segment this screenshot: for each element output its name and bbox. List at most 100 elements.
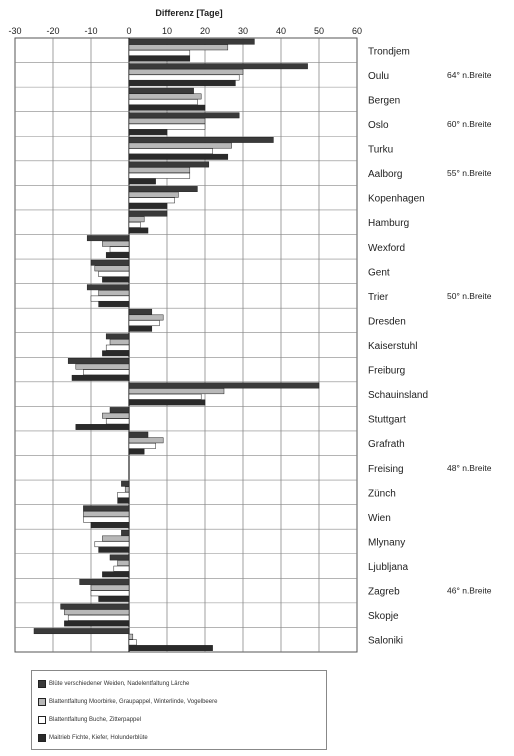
latitude-label: 48° n.Breite: [447, 463, 492, 473]
bar: [109, 407, 130, 413]
bar: [102, 276, 130, 283]
bar: [128, 55, 191, 62]
category-label: Zagreb: [368, 587, 400, 598]
bar: [79, 579, 130, 585]
bar: [98, 301, 130, 308]
bar: [33, 628, 130, 635]
latitude-label: 50° n.Breite: [447, 291, 492, 301]
category-label: Oulu: [368, 71, 389, 82]
bar: [128, 448, 145, 455]
category-label: Trondjem: [368, 46, 410, 57]
x-tick-label: 10: [162, 26, 172, 36]
bar: [128, 382, 320, 389]
legend: Blüte verschiedener Weiden, Nadelentfalt…: [31, 670, 327, 750]
grid: [14, 37, 358, 653]
bar: [67, 614, 130, 621]
category-label: Wexford: [368, 243, 405, 254]
bar: [128, 633, 134, 640]
bar: [121, 529, 130, 536]
bar: [128, 74, 240, 81]
bar: [117, 560, 130, 566]
category-label: Turku: [368, 145, 393, 156]
bar: [75, 363, 130, 370]
latitude-label: 64° n.Breite: [447, 70, 492, 80]
bar: [105, 252, 130, 258]
bar: [98, 289, 130, 296]
bar: [83, 505, 130, 512]
bar: [90, 584, 130, 591]
x-axis: -30 -20 -10 0 10 20 30 40 50 60: [8, 26, 362, 36]
bar: [128, 63, 308, 70]
bar: [109, 339, 130, 345]
bar: [90, 295, 130, 302]
category-label: Trier: [368, 292, 389, 303]
bar: [86, 235, 130, 242]
bar: [94, 265, 130, 272]
bar: [128, 431, 149, 438]
x-tick-label: 0: [126, 26, 131, 36]
legend-item: Blüte verschiedener Weiden, Nadelentfalt…: [38, 675, 320, 693]
latitude-label: 60° n.Breite: [447, 119, 492, 129]
bar: [128, 50, 191, 56]
bar: [105, 418, 130, 425]
category-label: Grafrath: [368, 439, 405, 450]
bar: [124, 486, 130, 493]
latitude-label: 46° n.Breite: [447, 586, 492, 596]
bar: [128, 99, 198, 105]
bar: [128, 191, 179, 198]
bar: [128, 210, 168, 217]
category-label: Kaiserstuhl: [368, 341, 417, 352]
bar: [109, 246, 130, 253]
category-label: Gent: [368, 267, 390, 278]
bar: [71, 374, 130, 381]
bar: [64, 620, 130, 627]
plot-frame: [14, 37, 358, 653]
bar: [109, 554, 130, 561]
bar: [90, 590, 130, 597]
bar: [128, 87, 194, 94]
legend-item: Maitrieb Fichte, Kiefer, Holunderblüte: [38, 729, 320, 747]
bar: [128, 104, 206, 111]
bar: [128, 227, 149, 234]
bar: [128, 186, 198, 192]
bar: [128, 129, 168, 136]
latitude-labels: 64° n.Breite 60° n.Breite 55° n.Breite 50° …: [447, 70, 492, 596]
bar: [90, 259, 130, 266]
bar: [113, 565, 130, 572]
category-label: Freiburg: [368, 366, 405, 377]
bar: [102, 240, 130, 247]
legend-swatch: [38, 716, 46, 724]
bar: [117, 497, 130, 504]
bar: [121, 480, 130, 487]
bar: [128, 118, 206, 124]
bar: [128, 123, 206, 130]
category-label: Bergen: [368, 95, 400, 106]
bar: [75, 424, 130, 430]
legend-label: Maitrieb Fichte, Kiefer, Holunderblüte: [49, 735, 148, 741]
category-label: Wien: [368, 513, 391, 524]
bar: [128, 314, 164, 321]
category-label: Freising: [368, 464, 404, 475]
category-label: Zünch: [368, 488, 396, 499]
bar: [128, 203, 168, 209]
bar: [128, 161, 210, 168]
bar: [90, 522, 130, 529]
legend-label: Blattentfaltung Moorbirke, Graupappel, W…: [49, 699, 218, 705]
bar: [128, 399, 206, 406]
x-tick-label: 50: [314, 26, 324, 36]
bar: [83, 369, 130, 376]
bar: [128, 178, 156, 185]
bar: [128, 44, 229, 51]
latitude-label: 55° n.Breite: [447, 168, 492, 178]
bar: [128, 136, 274, 143]
bar: [102, 571, 130, 578]
category-label: Hamburg: [368, 218, 409, 229]
bar: [105, 333, 130, 340]
bar: [128, 221, 141, 228]
x-tick-label: -30: [8, 26, 21, 36]
bar: [128, 153, 229, 160]
bar: [128, 80, 236, 87]
bar: [94, 541, 130, 548]
category-label: Mlynany: [368, 537, 405, 548]
